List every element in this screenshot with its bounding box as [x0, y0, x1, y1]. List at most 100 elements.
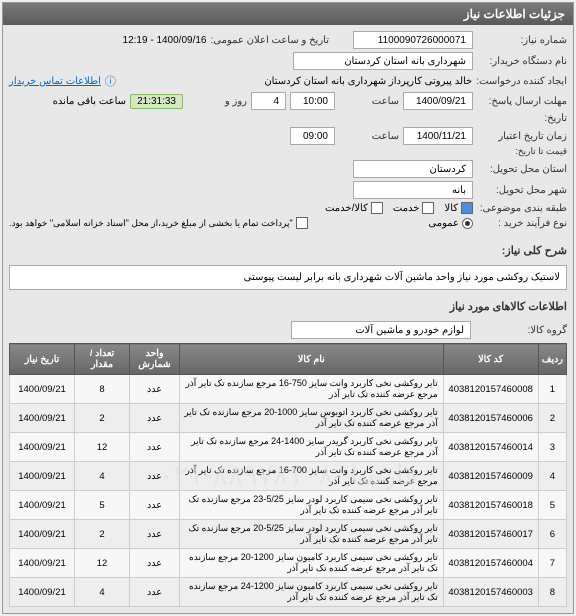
- cell-unit: عدد: [130, 491, 180, 520]
- cell-name: تایر روکشی نخی سیمی کاربرد لودر سایز 5/2…: [180, 520, 444, 549]
- validity-date-field[interactable]: 1400/11/21: [403, 127, 473, 145]
- validity-sublabel: قیمت تا تاریخ:: [477, 146, 567, 157]
- cell-code: 4038120157460004: [443, 549, 538, 578]
- panel-title: جزئیات اطلاعات نیاز: [3, 3, 573, 25]
- cell-unit: عدد: [130, 578, 180, 607]
- cell-date: 1400/09/21: [10, 433, 75, 462]
- th-qty: تعداد / مقدار: [75, 344, 130, 375]
- table-row[interactable]: 14038120157460008تایر روکشی نخی کاربرد و…: [10, 375, 567, 404]
- cell-date: 1400/09/21: [10, 520, 75, 549]
- creator-value: خالد پیروتی کارپرداز شهرداری بانه استان …: [264, 76, 472, 87]
- cell-row: 4: [538, 462, 566, 491]
- province-label: استان محل تحویل:: [477, 164, 567, 175]
- validity-time-field[interactable]: 09:00: [290, 127, 335, 145]
- time-label-1: ساعت: [339, 96, 399, 107]
- cell-name: تایر روکشی نخی کاربرد گریدر سایز 1400-24…: [180, 433, 444, 462]
- cell-code: 4038120157460009: [443, 462, 538, 491]
- contact-link[interactable]: اطلاعات تماس خریدار: [9, 76, 101, 87]
- city-field[interactable]: بانه: [353, 181, 473, 199]
- cell-row: 6: [538, 520, 566, 549]
- cell-name: تایر روکشی نخی سیمی کاربرد لودر سایز 5/2…: [180, 491, 444, 520]
- table-row[interactable]: 84038120157460003تایر روکشی نخی سیمی کار…: [10, 578, 567, 607]
- org-label: نام دستگاه خریدار:: [477, 56, 567, 67]
- table-row[interactable]: 54038120157460018تایر روکشی نخی سیمی کار…: [10, 491, 567, 520]
- cell-row: 3: [538, 433, 566, 462]
- table-row[interactable]: 44038120157460009تایر روکشی نخی کاربرد و…: [10, 462, 567, 491]
- table-header-row: ردیف کد کالا نام کالا واحد شمارش تعداد /…: [10, 344, 567, 375]
- cell-qty: 5: [75, 491, 130, 520]
- cell-unit: عدد: [130, 549, 180, 578]
- cell-date: 1400/09/21: [10, 578, 75, 607]
- need-number-label: شماره نیاز:: [477, 35, 567, 46]
- group-field[interactable]: لوازم خودرو و ماشین آلات: [291, 321, 471, 339]
- feature-service[interactable]: خدمت: [393, 202, 435, 214]
- cell-row: 7: [538, 549, 566, 578]
- cell-name: تایر روکشی نخی سیمی کاربرد کامیون سایز 1…: [180, 549, 444, 578]
- cell-qty: 2: [75, 520, 130, 549]
- city-label: شهر محل تحویل:: [477, 185, 567, 196]
- days-field[interactable]: 4: [251, 92, 286, 110]
- process-note-check[interactable]: "پرداخت تمام یا بخشی از مبلغ خرید،از محل…: [9, 217, 308, 229]
- cell-qty: 2: [75, 404, 130, 433]
- th-date: تاریخ نیاز: [10, 344, 75, 375]
- org-field[interactable]: شهرداری بانه استان کردستان: [293, 52, 473, 70]
- items-header: اطلاعات کالاهای مورد نیاز: [9, 296, 567, 317]
- th-name: نام کالا: [180, 344, 444, 375]
- deadline-label: مهلت ارسال پاسخ:: [477, 96, 567, 107]
- checkbox-icon: [422, 202, 434, 214]
- timer-suffix: ساعت باقی مانده: [53, 96, 126, 107]
- info-icon: ⓘ: [105, 73, 116, 89]
- feature-product[interactable]: کالا: [444, 202, 473, 214]
- group-label: گروه کالا:: [477, 325, 567, 336]
- items-table: ردیف کد کالا نام کالا واحد شمارش تعداد /…: [9, 343, 567, 607]
- validity-label: زمان تاریخ اعتبار: [477, 131, 567, 142]
- cell-unit: عدد: [130, 375, 180, 404]
- time-label-2: ساعت: [339, 131, 399, 142]
- cell-code: 4038120157460017: [443, 520, 538, 549]
- creator-label: ایجاد کننده درخواست:: [476, 76, 567, 87]
- cell-row: 2: [538, 404, 566, 433]
- table-row[interactable]: 34038120157460014تایر روکشی نخی کاربرد گ…: [10, 433, 567, 462]
- cell-row: 8: [538, 578, 566, 607]
- items-table-container: فارسا -۸۸۹۷۸۱۰۸-۰۲۱ ردیف کد کالا نام کال…: [9, 343, 567, 607]
- need-details-panel: جزئیات اطلاعات نیاز شماره نیاز: 11000907…: [2, 2, 574, 614]
- cell-unit: عدد: [130, 462, 180, 491]
- cell-row: 5: [538, 491, 566, 520]
- timer-badge: 21:31:33: [130, 94, 183, 109]
- checkbox-icon: [296, 217, 308, 229]
- table-row[interactable]: 64038120157460017تایر روکشی نخی سیمی کار…: [10, 520, 567, 549]
- checkbox-icon: [461, 202, 473, 214]
- feature-both[interactable]: کالا/خدمت: [325, 202, 383, 214]
- panel-body: شماره نیاز: 1100090726000071 تاریخ و ساع…: [3, 25, 573, 613]
- th-row: ردیف: [538, 344, 566, 375]
- need-number-field[interactable]: 1100090726000071: [353, 31, 473, 49]
- process-label: نوع فرآیند خرید :: [477, 218, 567, 229]
- cell-code: 4038120157460008: [443, 375, 538, 404]
- deadline-date-field[interactable]: 1400/09/21: [403, 92, 473, 110]
- cell-date: 1400/09/21: [10, 549, 75, 578]
- cell-name: تایر روکشی نخی کاربرد وانت سایز 700-16 م…: [180, 462, 444, 491]
- process-open[interactable]: عمومی: [428, 218, 473, 229]
- day-label: روز و: [187, 96, 247, 107]
- cell-qty: 12: [75, 549, 130, 578]
- cell-qty: 4: [75, 462, 130, 491]
- cell-unit: عدد: [130, 404, 180, 433]
- cell-code: 4038120157460003: [443, 578, 538, 607]
- desc-text-box[interactable]: لاستیک روکشی مورد نیاز واحد ماشین آلات ش…: [9, 265, 567, 290]
- cell-unit: عدد: [130, 433, 180, 462]
- th-code: کد کالا: [443, 344, 538, 375]
- province-field[interactable]: کردستان: [353, 160, 473, 178]
- announce-value: 1400/09/16 - 12:19: [123, 35, 207, 46]
- cell-date: 1400/09/21: [10, 491, 75, 520]
- announce-label: تاریخ و ساعت اعلان عمومی:: [211, 35, 330, 46]
- table-row[interactable]: 24038120157460006تایر روکشی نخی کاربرد ا…: [10, 404, 567, 433]
- deadline-time-field[interactable]: 10:00: [290, 92, 335, 110]
- cell-date: 1400/09/21: [10, 404, 75, 433]
- cell-code: 4038120157460006: [443, 404, 538, 433]
- cell-code: 4038120157460018: [443, 491, 538, 520]
- cell-qty: 8: [75, 375, 130, 404]
- table-row[interactable]: 74038120157460004تایر روکشی نخی سیمی کار…: [10, 549, 567, 578]
- th-unit: واحد شمارش: [130, 344, 180, 375]
- cell-row: 1: [538, 375, 566, 404]
- cell-name: تایر روکشی نخی سیمی کاربرد کامیون سایز 1…: [180, 578, 444, 607]
